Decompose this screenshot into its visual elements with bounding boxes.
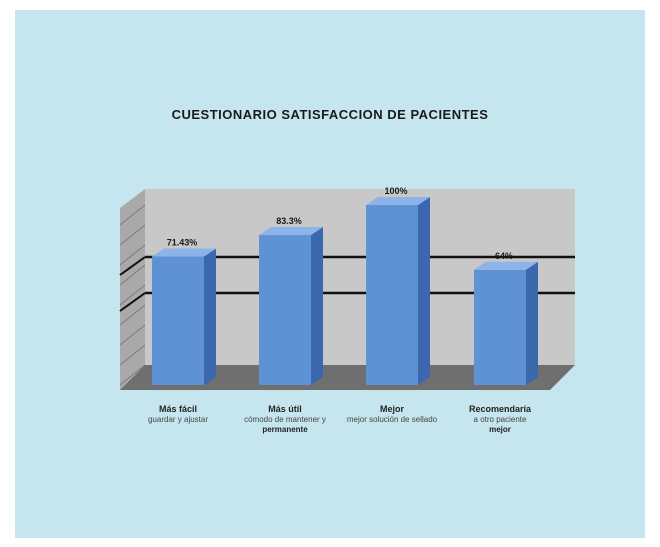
bar-2-top	[259, 227, 323, 236]
bar-3	[366, 205, 418, 385]
bar-3-side	[418, 197, 430, 385]
bar-1-side	[204, 248, 216, 385]
bar-2-side	[311, 227, 323, 385]
data-label-4: 64%	[495, 251, 513, 261]
bar-4-top	[474, 261, 538, 270]
category-label-4: Recomendaría a otro paciente mejor	[445, 404, 555, 435]
chart-title: CUESTIONARIO SATISFACCION DE PACIENTES	[171, 107, 489, 122]
bar-1	[152, 256, 204, 385]
category-label-4-line3: mejor	[489, 425, 511, 435]
data-label-3: 100%	[384, 186, 407, 196]
category-label-3-line1: Mejor	[379, 404, 404, 414]
category-label-2: Más útil cómodo de mantener y permanente	[230, 404, 340, 435]
category-label-3: Mejor mejor solución de sellado	[337, 404, 447, 425]
category-label-4-line1: Recomendaría	[468, 404, 532, 414]
chart-side-wall	[120, 189, 145, 390]
bar-3-top	[366, 197, 430, 205]
category-label-1-line2: guardar y ajustar	[147, 415, 209, 425]
gridline-lower-side	[119, 292, 146, 312]
side-wall-hatch	[119, 204, 146, 386]
data-label-2: 83.3%	[276, 216, 302, 226]
category-label-4-line2: a otro paciente	[473, 415, 527, 425]
bar-2	[259, 235, 311, 385]
category-label-2-line3: permanente	[262, 425, 308, 435]
data-label-1: 71.43%	[167, 237, 198, 247]
bar-4-side	[526, 261, 538, 385]
category-label-1-line1: Más fácil	[158, 404, 198, 414]
category-label-1: Más fácil guardar y ajustar	[123, 404, 233, 425]
category-label-3-line2: mejor solución de sellado	[346, 415, 438, 425]
category-label-2-line1: Más útil	[268, 404, 302, 414]
chart-floor	[120, 365, 575, 390]
gridline-upper-side	[119, 256, 146, 276]
category-label-2-line2: cómodo de mantener y	[244, 415, 326, 425]
bar-4	[474, 269, 526, 385]
chart-back-wall	[145, 189, 575, 365]
bar-1-top	[152, 248, 216, 257]
